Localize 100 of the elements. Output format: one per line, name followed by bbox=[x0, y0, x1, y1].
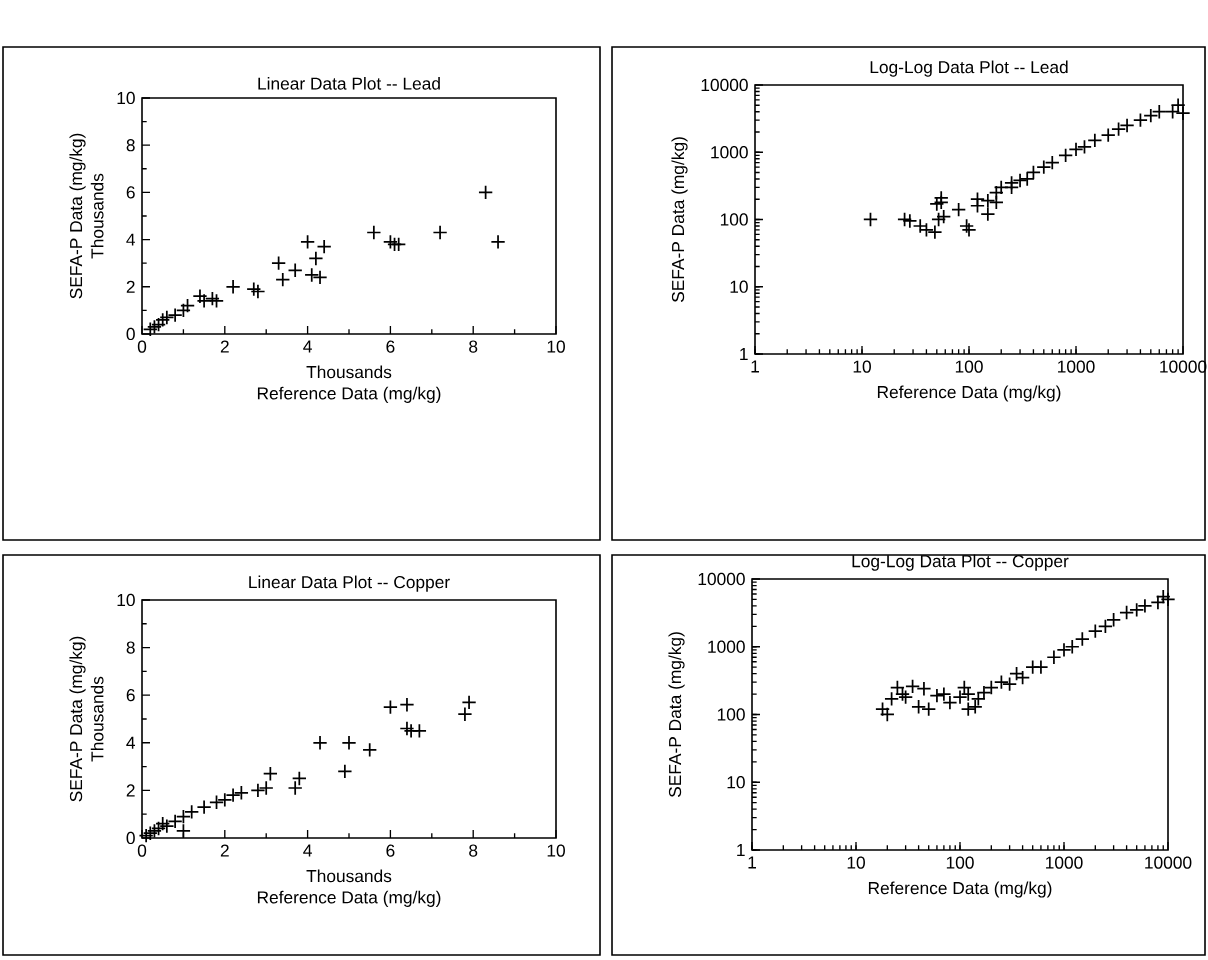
point bbox=[399, 697, 415, 713]
y-tick-label: 10 bbox=[727, 776, 745, 789]
y-tick-label: 10000 bbox=[701, 78, 748, 92]
x-tick-label: 10000 bbox=[1145, 856, 1192, 869]
chart-title: Linear Data Plot -- Copper bbox=[249, 575, 450, 592]
point bbox=[146, 319, 162, 335]
point bbox=[366, 224, 382, 241]
point bbox=[382, 699, 398, 715]
x-tick-label: 10 bbox=[853, 360, 871, 373]
point bbox=[490, 234, 506, 250]
point bbox=[155, 816, 171, 832]
y-axis-title: SEFA-P Data (mg/kg) bbox=[671, 137, 688, 302]
point bbox=[142, 321, 158, 337]
point bbox=[233, 785, 249, 801]
point bbox=[287, 780, 303, 796]
point bbox=[312, 269, 328, 285]
point bbox=[411, 723, 427, 739]
point bbox=[337, 763, 353, 779]
x-axis-title: Reference Data (mg/kg) bbox=[868, 881, 1052, 898]
x-tick-label: 1 bbox=[751, 360, 759, 373]
point bbox=[258, 780, 274, 796]
point bbox=[196, 799, 212, 815]
x-tick-label: 6 bbox=[386, 844, 395, 857]
point bbox=[151, 820, 167, 836]
y-tick-label: 2 bbox=[126, 784, 135, 797]
point bbox=[316, 239, 332, 255]
point bbox=[204, 291, 220, 307]
point bbox=[146, 823, 162, 839]
y-tick-label: 1000 bbox=[711, 146, 748, 159]
point bbox=[391, 236, 407, 252]
point bbox=[208, 293, 225, 309]
x-tick-label: 2 bbox=[220, 340, 229, 353]
point bbox=[217, 792, 233, 808]
x-axis-title: Reference Data (mg/kg) bbox=[877, 385, 1061, 402]
point bbox=[275, 272, 291, 288]
point bbox=[151, 317, 167, 333]
point bbox=[246, 281, 262, 297]
y-tick-label: 6 bbox=[126, 186, 135, 199]
point bbox=[142, 825, 158, 841]
x-tick-label: 1000 bbox=[1058, 360, 1095, 373]
y-axis-title: SEFA-P Data (mg/kg) bbox=[69, 133, 86, 299]
point bbox=[432, 224, 448, 241]
y-axis-title: SEFA-P Data (mg/kg) bbox=[69, 636, 86, 802]
point bbox=[287, 262, 303, 278]
point bbox=[271, 255, 287, 271]
x-tick-label: 8 bbox=[469, 340, 478, 353]
x-tick-label: 0 bbox=[137, 844, 147, 857]
point bbox=[300, 234, 316, 250]
y-tick-label: 10000 bbox=[698, 572, 745, 586]
point bbox=[225, 279, 241, 295]
point bbox=[262, 766, 278, 782]
point bbox=[304, 267, 320, 283]
x-tick-label: 100 bbox=[946, 856, 974, 869]
y-tick-label: 2 bbox=[126, 280, 135, 293]
point bbox=[167, 307, 183, 323]
y-tick-label: 1000 bbox=[708, 640, 745, 653]
y-tick-label: 4 bbox=[126, 233, 136, 246]
point bbox=[461, 694, 477, 710]
y-axis-title: SEFA-P Data (mg/kg) bbox=[668, 632, 685, 798]
y-tick-label: 10 bbox=[730, 280, 748, 293]
x-tick-label: 8 bbox=[469, 844, 478, 857]
x-tick-label: 1000 bbox=[1046, 856, 1083, 869]
point bbox=[399, 720, 415, 737]
y-tick-label: 0 bbox=[126, 327, 135, 341]
point bbox=[250, 782, 266, 798]
x-tick-label: 1 bbox=[748, 856, 756, 869]
point bbox=[382, 234, 398, 250]
y-tick-label: 100 bbox=[720, 213, 748, 226]
point bbox=[180, 298, 196, 314]
y-tick-label: 6 bbox=[126, 689, 135, 702]
x-tick-label: 4 bbox=[303, 340, 312, 353]
text: Thousands bbox=[306, 365, 392, 379]
point bbox=[341, 735, 357, 751]
point bbox=[175, 302, 191, 318]
point bbox=[312, 735, 328, 751]
text: Thousands bbox=[306, 869, 392, 883]
x-tick-label: 10 bbox=[547, 844, 565, 857]
y-tick-label: 4 bbox=[126, 736, 136, 749]
x-tick-label: 2 bbox=[220, 844, 229, 857]
y-tick-label: 10 bbox=[117, 593, 135, 607]
x-tick-label: 0 bbox=[137, 340, 147, 353]
x-tick-label: 10 bbox=[547, 340, 565, 353]
x-axis-title: Reference Data (mg/kg) bbox=[257, 890, 441, 907]
y-tick-label: 8 bbox=[126, 641, 135, 654]
point bbox=[155, 312, 171, 328]
chart-title: Log-Log Data Plot -- Lead bbox=[870, 60, 1068, 77]
point bbox=[225, 787, 241, 803]
x-tick-label: 6 bbox=[386, 340, 395, 353]
x-tick-label: 100 bbox=[955, 360, 983, 373]
text: Thousands bbox=[90, 676, 104, 762]
point bbox=[362, 742, 378, 758]
point bbox=[250, 283, 266, 300]
point bbox=[208, 794, 225, 810]
y-tick-label: 10 bbox=[117, 91, 135, 105]
x-axis-title: Reference Data (mg/kg) bbox=[257, 386, 441, 403]
y-tick-label: 8 bbox=[126, 139, 135, 152]
point bbox=[175, 809, 191, 825]
x-tick-label: 10 bbox=[847, 856, 865, 869]
point bbox=[308, 250, 324, 266]
point bbox=[457, 706, 473, 722]
